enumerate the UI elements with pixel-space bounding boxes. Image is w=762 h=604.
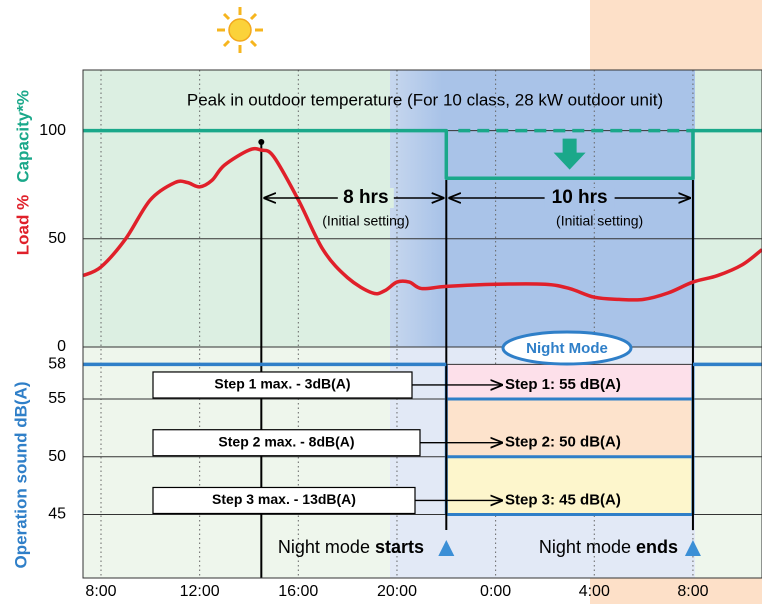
span-label-bg (544, 188, 615, 208)
y2-tick-label: 50 (48, 448, 66, 465)
span-note: (Initial setting) (322, 213, 409, 229)
step-band (446, 364, 693, 399)
night-start-label: Night mode starts (278, 537, 424, 557)
night-start-bold: starts (375, 537, 424, 557)
night-mode-label: Night Mode (526, 340, 608, 357)
step-band (446, 456, 693, 515)
load-line (82, 146, 762, 302)
annotation: Peak in outdoor temperature (For 10 clas… (187, 90, 663, 109)
step-label: Step 1: 55 dB(A) (505, 376, 621, 393)
night-start-text: Night mode (278, 537, 375, 557)
step-max-label: Step 2 max. - 8dB(A) (218, 433, 354, 449)
y-tick-label: 0 (57, 338, 66, 355)
y2-tick-label: 45 (48, 506, 66, 523)
dawn-band (590, 578, 762, 604)
night-end-bold: ends (636, 537, 678, 557)
step-max-label: Step 3 max. - 13dB(A) (212, 491, 356, 507)
x-tick-label: 12:00 (180, 583, 220, 600)
step-max-box (152, 371, 413, 399)
step-max-box (152, 486, 416, 515)
span-note: (Initial setting) (556, 213, 643, 229)
y2-tick-label: 58 (48, 356, 66, 373)
peak-dot (258, 139, 265, 145)
capacity-line (83, 128, 762, 180)
x-tick-label: 16:00 (278, 583, 318, 600)
y-tick-label: 100 (39, 122, 66, 139)
capacity-arrow (553, 138, 586, 170)
x-tick-label: 20:00 (377, 583, 417, 600)
capacity-axis-label: Capacity*% (13, 90, 32, 183)
span-label: 8 hrs (343, 187, 388, 208)
y2-axis-label: Operation sound dB(A) (11, 382, 30, 569)
x-tick-label: 0:00 (480, 583, 511, 600)
y-axis-label: Load % (13, 195, 32, 255)
x-tick-label: 4:00 (579, 583, 610, 600)
night-end-label: Night mode ends (539, 537, 678, 557)
plot: 8:00 12:00 16:00 20:00 0:00 4:00 8:00 0 50 100 45 5… (39, 69, 762, 600)
y2-tick-label: 55 (48, 390, 66, 407)
span-label-bg (337, 188, 394, 208)
step-label: Step 3: 45 dB(A) (505, 491, 621, 508)
y-tick-label: 50 (48, 230, 66, 247)
dawn-sky (590, 0, 762, 70)
x-tick-label: 8:00 (85, 583, 116, 600)
step-max-box (152, 429, 421, 457)
x-tick-label: 8:00 (677, 583, 708, 600)
night-end-marker (684, 540, 701, 556)
step-max-label: Step 1 max. - 3dB(A) (214, 376, 350, 392)
sun (217, 7, 263, 53)
night-end-text: Night mode (539, 537, 636, 557)
step-label: Step 2: 50 dB(A) (505, 434, 621, 451)
span-label: 10 hrs (552, 187, 608, 208)
step-band (446, 398, 693, 457)
night-bg (390, 70, 695, 347)
night-mode-badge (501, 330, 633, 366)
night-start-marker (438, 540, 455, 556)
plot-frame (82, 69, 762, 579)
